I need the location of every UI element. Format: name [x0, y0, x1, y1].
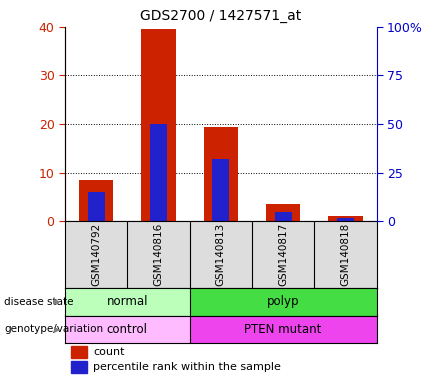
Text: PTEN mutant: PTEN mutant — [245, 323, 322, 336]
Text: genotype/variation: genotype/variation — [4, 324, 103, 334]
Bar — [87, 192, 105, 221]
Bar — [71, 361, 87, 373]
Text: normal: normal — [107, 295, 148, 308]
Bar — [204, 127, 238, 221]
Bar — [150, 124, 167, 221]
Text: ▶: ▶ — [54, 297, 61, 306]
Text: ▶: ▶ — [54, 325, 61, 334]
Text: disease state: disease state — [4, 297, 74, 307]
Text: control: control — [107, 323, 148, 336]
Bar — [71, 346, 87, 358]
Bar — [190, 316, 377, 343]
Text: GSM140792: GSM140792 — [91, 223, 101, 286]
Text: GSM140817: GSM140817 — [278, 223, 288, 286]
Text: polyp: polyp — [267, 295, 300, 308]
Bar — [65, 316, 190, 343]
Bar — [275, 212, 292, 221]
Bar — [141, 29, 176, 221]
Text: GSM140816: GSM140816 — [153, 223, 164, 286]
Bar — [266, 204, 301, 221]
Bar — [212, 159, 229, 221]
Title: GDS2700 / 1427571_at: GDS2700 / 1427571_at — [140, 9, 301, 23]
Bar — [328, 217, 363, 221]
Bar — [337, 218, 354, 221]
Text: GSM140818: GSM140818 — [340, 223, 351, 286]
Text: percentile rank within the sample: percentile rank within the sample — [93, 362, 281, 372]
Bar — [190, 288, 377, 316]
Bar — [65, 288, 190, 316]
Text: GSM140813: GSM140813 — [216, 223, 226, 286]
Text: count: count — [93, 347, 125, 357]
Bar — [79, 180, 113, 221]
